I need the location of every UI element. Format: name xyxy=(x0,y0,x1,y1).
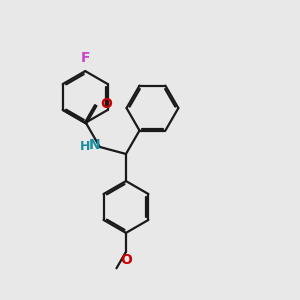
Text: N: N xyxy=(89,138,100,152)
Text: O: O xyxy=(100,98,112,111)
Text: H: H xyxy=(80,140,90,154)
Text: F: F xyxy=(80,51,90,64)
Text: O: O xyxy=(120,253,132,267)
